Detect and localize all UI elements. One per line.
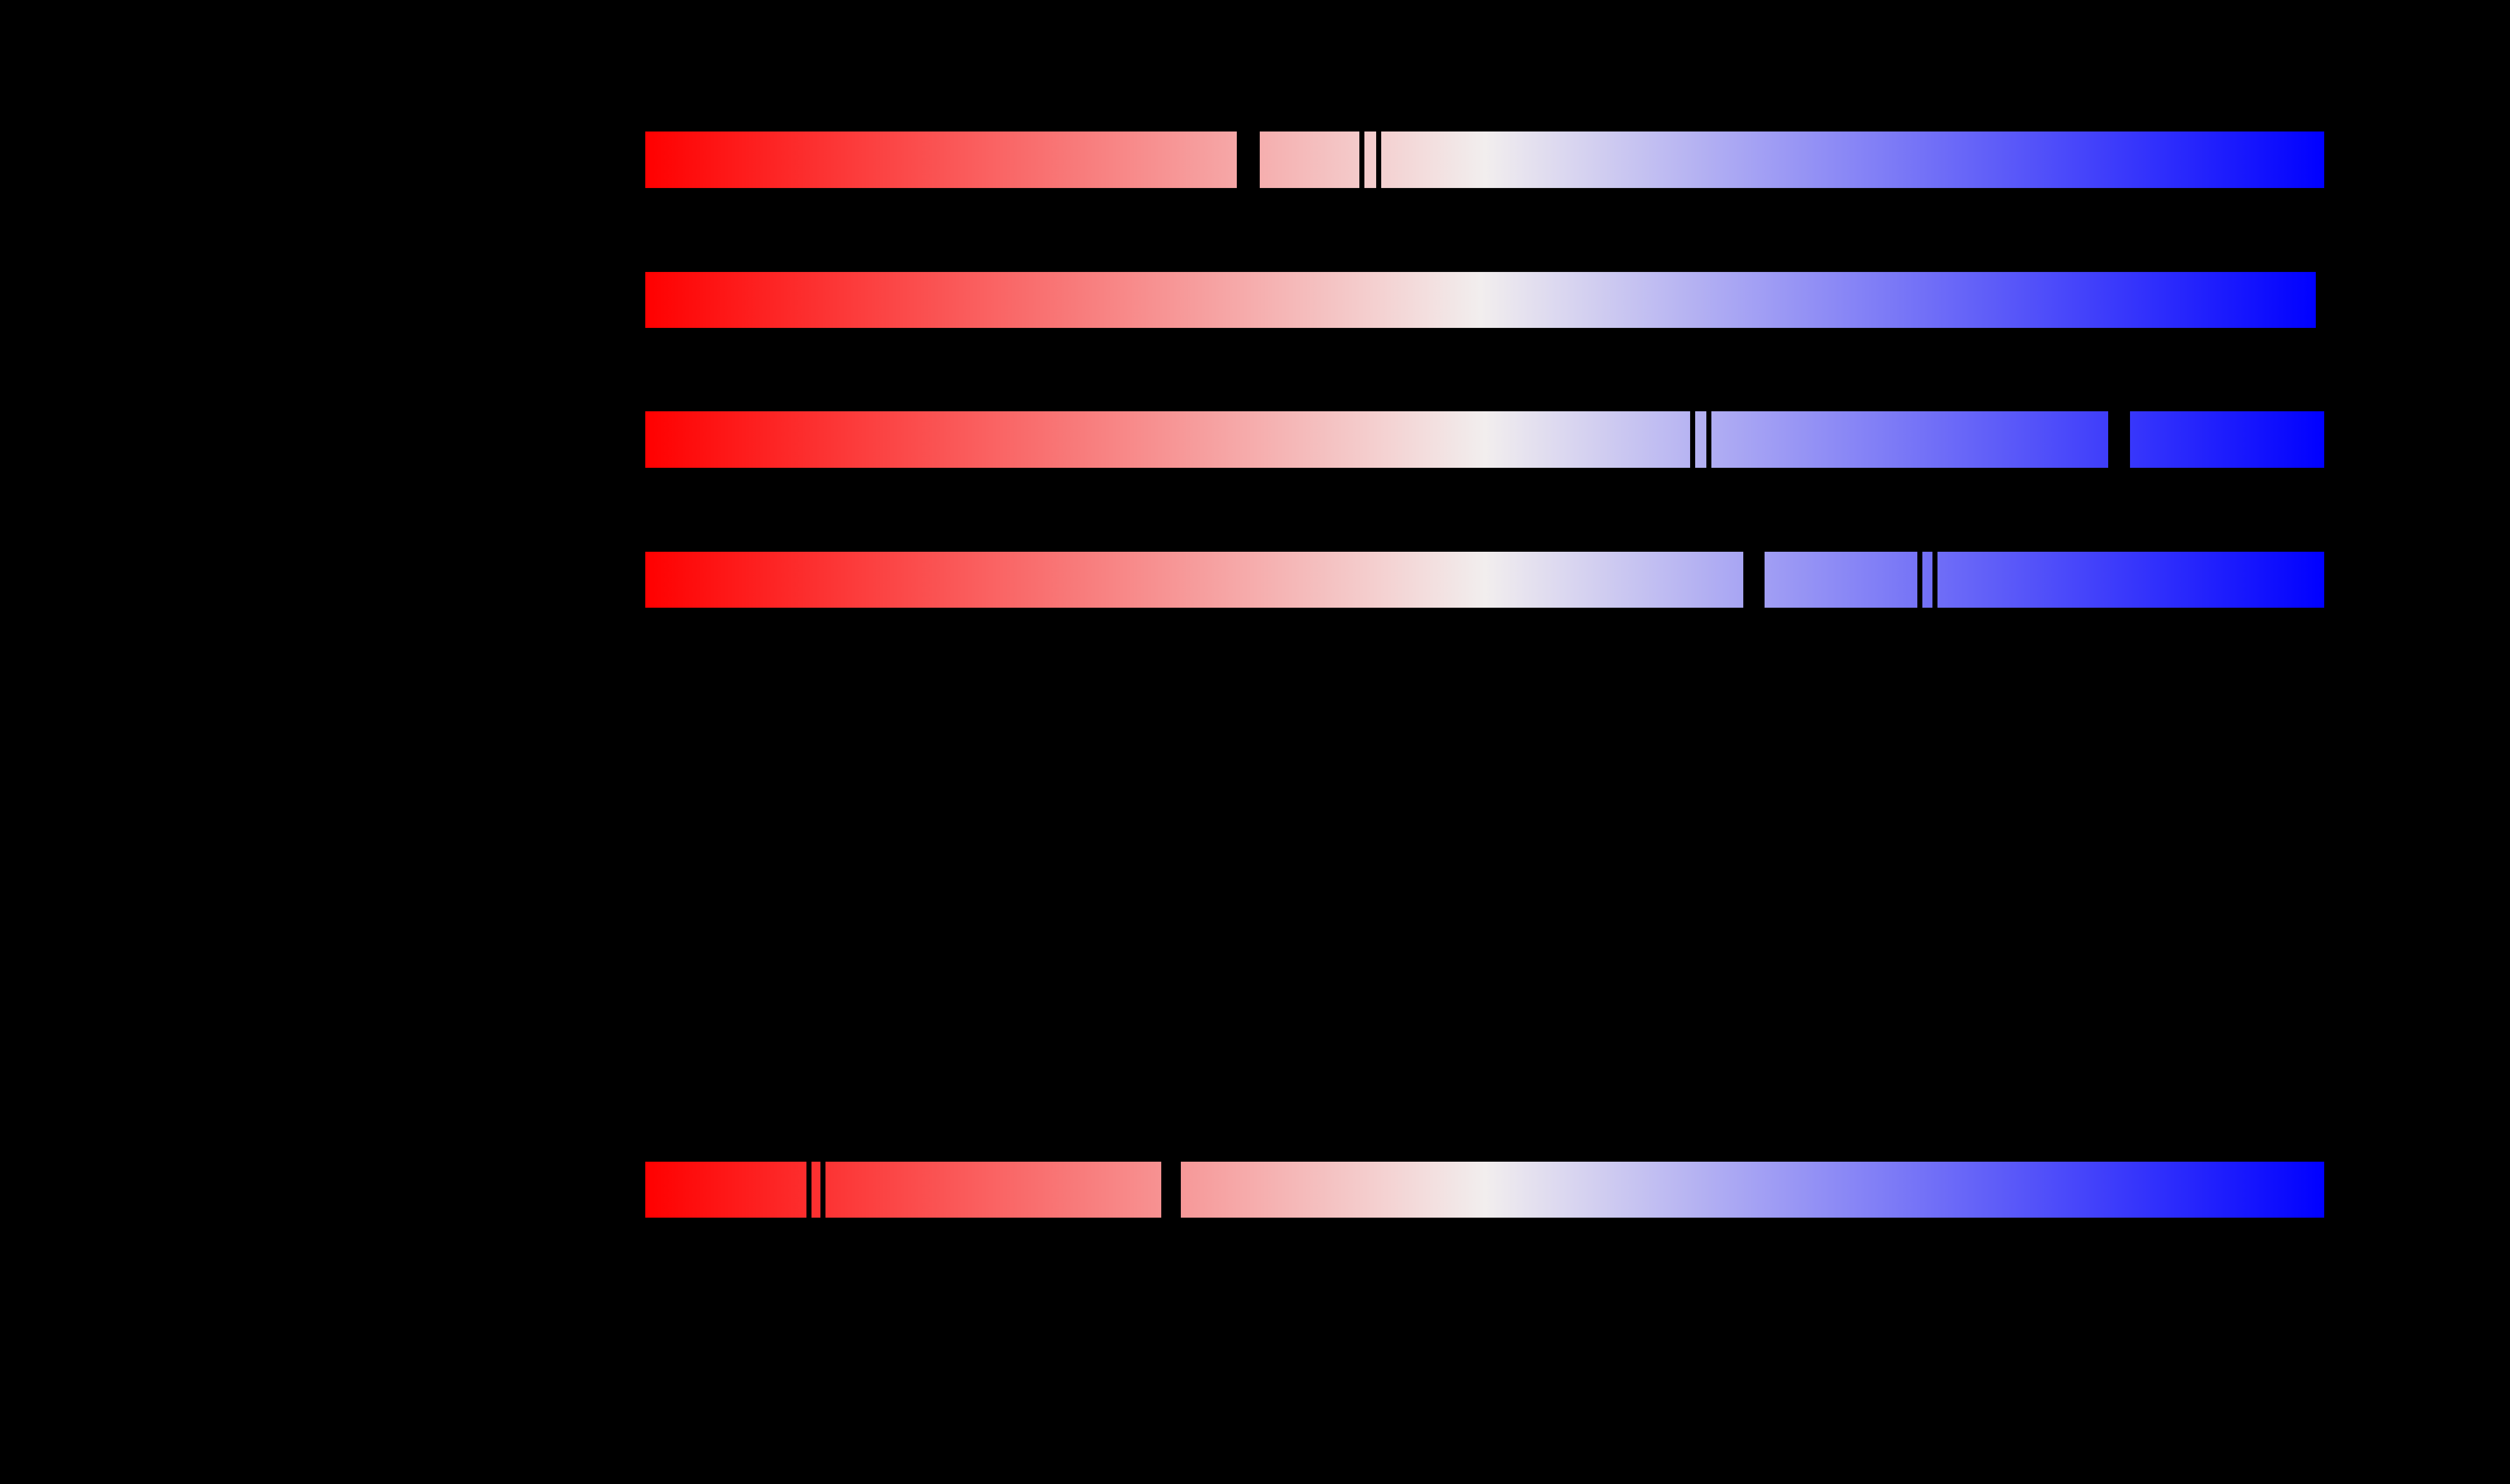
thin-line-marker [1690,411,1695,468]
thick-gap-marker [1161,1162,1181,1218]
gradient-bar-5 [645,1162,2324,1218]
gradient-bar-4 [645,552,2324,608]
gradient-bar-2 [645,272,2316,328]
thin-line-marker [1917,552,1922,608]
gradient-bar-1 [645,132,2324,188]
thick-gap-marker [2108,411,2130,468]
thick-gap-marker [1236,132,1260,188]
thin-line-marker [820,1162,825,1218]
thick-gap-marker [1743,552,1765,608]
thin-line-marker [1359,132,1364,188]
gradient-bar-3 [645,411,2324,468]
thin-line-marker [1932,552,1937,608]
thin-line-marker [1376,132,1381,188]
thin-line-marker [806,1162,811,1218]
thin-line-marker [1706,411,1711,468]
